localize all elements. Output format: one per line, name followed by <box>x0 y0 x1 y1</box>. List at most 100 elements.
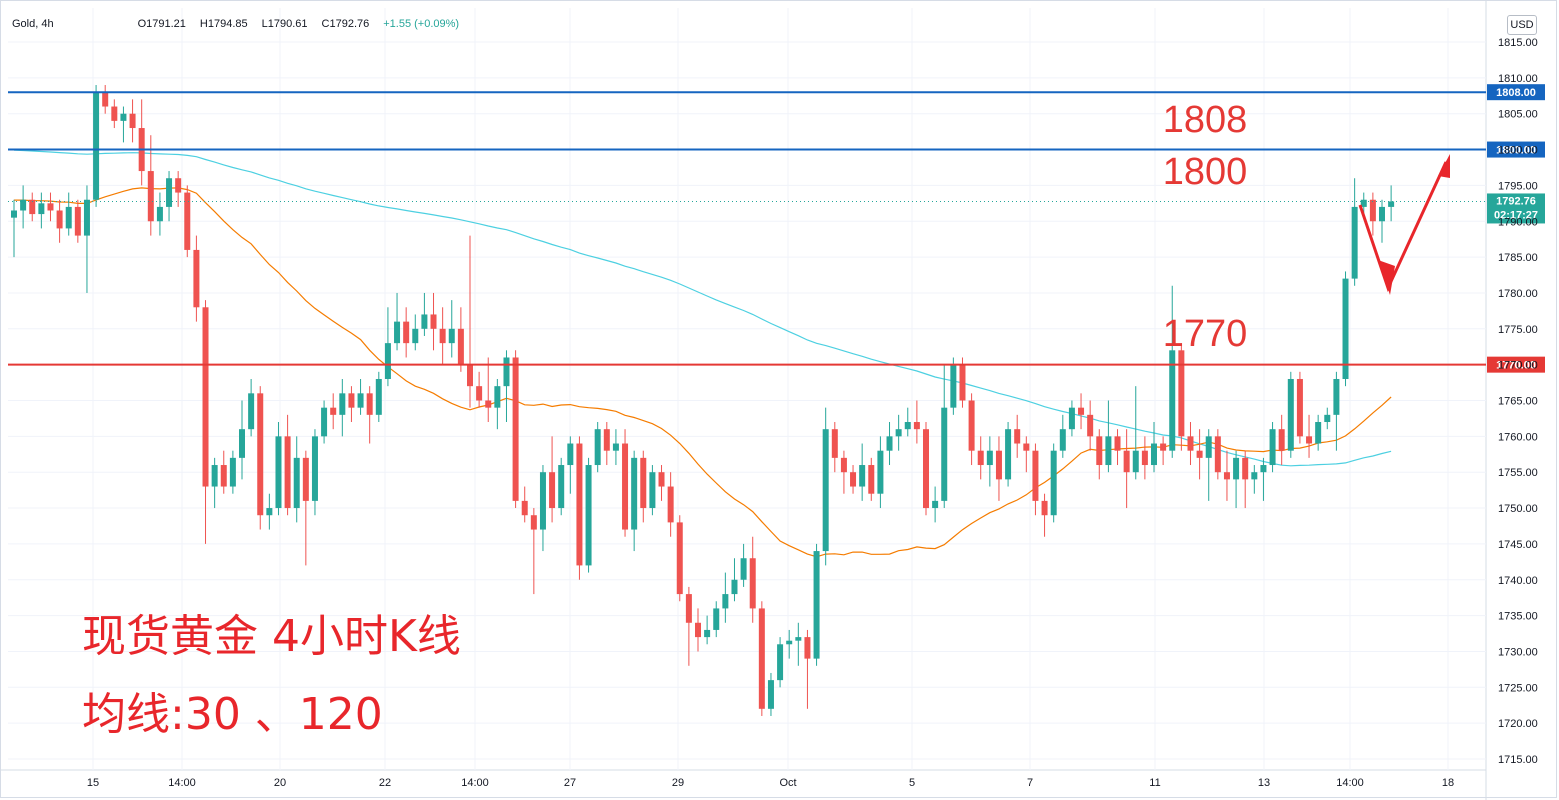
candle-body <box>904 422 911 430</box>
level-badge-1808 <box>1487 84 1545 101</box>
candle-body <box>1269 429 1276 466</box>
candle-body <box>74 206 81 236</box>
candle-body <box>777 644 784 681</box>
change-value: +1.55 (+0.09%) <box>383 18 460 30</box>
candle-body <box>129 113 136 129</box>
candle-body <box>202 307 209 487</box>
candle-body <box>229 457 236 487</box>
candle-body <box>384 343 391 379</box>
candle-body <box>1324 414 1331 423</box>
forecast-arrow <box>1358 154 1450 295</box>
level-label-1808: 1808 <box>1163 99 1248 141</box>
price-tick-label: 1765.00 <box>1498 396 1538 408</box>
candle-body <box>476 386 483 401</box>
candle-body <box>1005 429 1012 480</box>
candle-body <box>257 393 264 516</box>
candle-body <box>831 429 838 458</box>
candle-body <box>986 450 993 466</box>
low-value: L1790.61 <box>261 18 308 30</box>
candle-body <box>1178 350 1185 437</box>
candle-body <box>1388 201 1395 207</box>
price-tick-label: 1740.00 <box>1498 575 1538 587</box>
price-tick-label: 1795.00 <box>1498 180 1538 192</box>
candle-body <box>1160 443 1167 451</box>
candle-body <box>749 558 756 609</box>
candle-body <box>1296 378 1303 437</box>
price-tick-label: 1790.00 <box>1498 216 1538 228</box>
candle-body <box>1306 436 1313 444</box>
candle-body <box>795 637 802 641</box>
candle-body <box>503 357 510 387</box>
candle-body <box>1096 436 1103 466</box>
candle-body <box>1041 500 1048 516</box>
candle-body <box>1315 422 1322 444</box>
candle-body <box>366 393 373 415</box>
time-tick-label: 18 <box>1442 777 1454 789</box>
price-tick-label: 1730.00 <box>1498 646 1538 658</box>
candle-body <box>850 472 857 487</box>
last-price-badge <box>1487 193 1545 224</box>
symbol-label[interactable]: Gold, 4h <box>12 18 54 30</box>
candle-body <box>1214 436 1221 473</box>
candle-body <box>1369 199 1376 222</box>
candle-body <box>193 249 200 308</box>
candle-body <box>29 199 36 215</box>
candle-body <box>1032 450 1039 501</box>
time-tick-label: Oct <box>779 777 796 789</box>
candle-body <box>412 328 419 344</box>
candle-body <box>713 608 720 630</box>
price-tick-label: 1725.00 <box>1498 682 1538 694</box>
candle-body <box>1342 278 1349 379</box>
candle-body <box>175 178 182 193</box>
candle-body <box>695 622 701 638</box>
time-axis[interactable]: 15 14:00 20 22 14:00 27 29 Oct 5 7 11 13 14:00 18 <box>87 777 1454 789</box>
candle-body <box>330 407 337 415</box>
candle-body <box>1050 450 1057 516</box>
candle-body <box>658 472 665 487</box>
candle-body <box>1233 457 1240 480</box>
candle-body <box>567 443 574 466</box>
currency-button[interactable]: USD <box>1507 15 1537 35</box>
candle-body <box>676 522 683 595</box>
price-tick-label: 1800.00 <box>1498 145 1538 157</box>
level-badge-text: 1770.00 <box>1496 360 1536 372</box>
price-axis[interactable]: 1715.00 1720.00 1725.00 1730.00 1735.00 1740.… <box>1498 37 1538 766</box>
price-tick-label: 1780.00 <box>1498 288 1538 300</box>
time-tick-label: 5 <box>909 777 915 789</box>
candle-body <box>959 364 966 401</box>
candle-body <box>977 450 984 466</box>
candle-body <box>311 436 318 501</box>
price-tick-label: 1810.00 <box>1498 73 1538 85</box>
candle-body <box>485 400 492 408</box>
candle-body <box>1223 472 1230 480</box>
candle-body <box>585 465 592 566</box>
candle-body <box>1205 436 1212 458</box>
candle-body <box>321 407 328 437</box>
candle-body <box>1105 436 1112 466</box>
candle-body <box>649 472 656 509</box>
candle-body <box>932 500 939 509</box>
time-tick-label: 14:00 <box>168 777 196 789</box>
candle-body <box>266 508 273 516</box>
candle-body <box>722 594 729 609</box>
level-label-1800: 1800 <box>1163 151 1248 193</box>
annotation-title: 现货黄金 4小时K线 <box>82 611 461 662</box>
time-tick-label: 11 <box>1149 777 1160 789</box>
ma30-line <box>14 187 1392 558</box>
level-lines[interactable]: 1808.00 1808 1800.00 1800 1770.00 1770 1792.76… <box>8 84 1545 373</box>
candle-body <box>1141 450 1148 466</box>
grid-lines <box>0 0 1487 800</box>
annotation-ma: 均线:30 、120 <box>82 689 383 740</box>
candle-body <box>83 199 90 236</box>
candle-body <box>767 680 774 709</box>
candle-body <box>923 429 929 509</box>
candle-body <box>20 199 27 211</box>
candle-body <box>448 328 455 344</box>
candle-body <box>248 393 255 430</box>
candle-body <box>111 106 118 121</box>
candle-body <box>622 443 629 530</box>
candle-body <box>1278 429 1285 451</box>
candle-body <box>184 192 191 250</box>
